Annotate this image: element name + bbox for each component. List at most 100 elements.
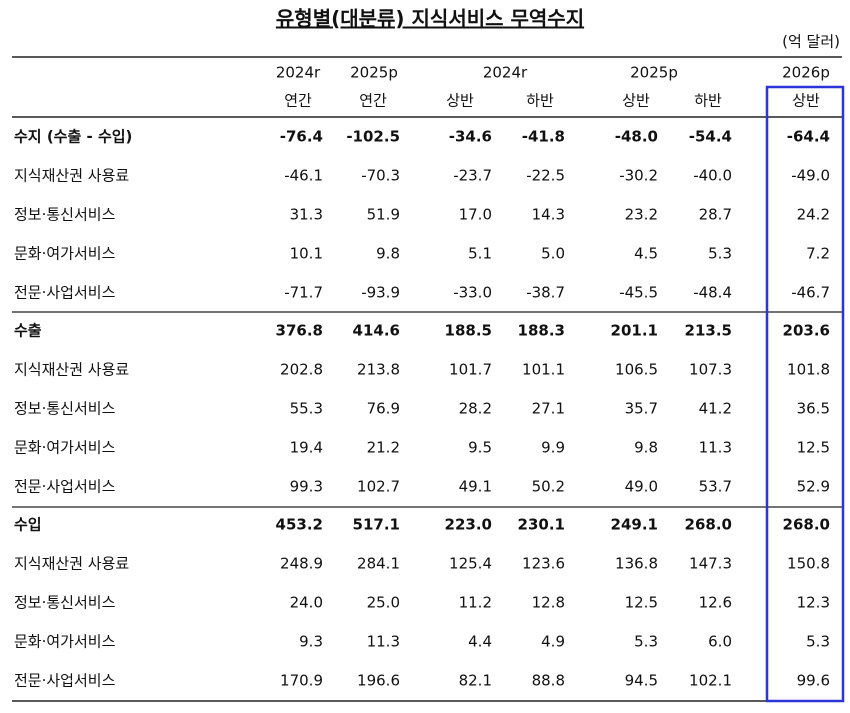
cell: 12.6 [699,594,732,612]
cell: 49.0 [625,478,658,496]
cell: 201.1 [611,322,658,340]
cell: -49.0 [791,167,830,185]
cell: -46.1 [284,167,323,185]
header-period: 연간 [284,92,312,110]
cell: 123.6 [522,555,565,573]
cell: 107.3 [689,361,732,379]
header-year: 2025p [630,64,678,82]
cell: 6.0 [708,633,732,651]
cell: 102.7 [357,478,400,496]
cell: 268.0 [783,516,830,534]
cell: 101.1 [522,361,565,379]
row-label: 전문·사업서비스 [14,478,116,496]
header-year: 2025p [350,64,398,82]
title: 유형별(대분류) 지식서비스 무역수지 [276,7,584,31]
cell: 12.3 [797,594,830,612]
cell: -33.0 [453,284,492,302]
cell: 76.9 [367,400,400,418]
cell: -76.4 [280,128,323,146]
cell: 101.7 [449,361,492,379]
cell: 150.8 [787,555,830,573]
row-label: 문화·여가서비스 [14,245,116,263]
cell: 41.2 [699,400,732,418]
cell: -48.4 [693,284,732,302]
unit: (억 달러) [782,33,840,51]
cell: -64.4 [787,128,830,146]
cell: 19.4 [290,439,323,457]
cell: 52.9 [797,478,830,496]
total-label: 수입 [14,516,42,534]
cell: 376.8 [276,322,323,340]
row-label: 문화·여가서비스 [14,633,116,651]
cell: 453.2 [276,516,323,534]
cell: 12.8 [532,594,565,612]
cell: 101.8 [787,361,830,379]
cell: 11.2 [459,594,492,612]
cell: 88.8 [532,672,565,690]
header-period: 연간 [359,92,387,110]
row-label: 정보·통신서비스 [14,594,116,612]
cell: 11.3 [699,439,732,457]
cell: 4.9 [541,633,565,651]
cell: 28.2 [459,400,492,418]
total-label: 수출 [14,322,42,340]
cell: 21.2 [367,439,400,457]
cell: 213.5 [685,322,732,340]
cell: 49.1 [459,478,492,496]
row-label: 문화·여가서비스 [14,439,116,457]
cell: 188.3 [518,322,565,340]
cell: 25.0 [367,594,400,612]
cell: 196.6 [357,672,400,690]
cell: 203.6 [783,322,830,340]
header-period: 하반 [526,92,554,110]
row-label: 전문·사업서비스 [14,672,116,690]
cell: 23.2 [625,206,658,224]
cell: -45.5 [619,284,658,302]
cell: -102.5 [346,128,400,146]
cell: 55.3 [290,400,323,418]
row-label: 지식재산권 사용료 [14,361,129,379]
cell: 5.1 [468,245,492,263]
cell: -46.7 [791,284,830,302]
header-period: 하반 [694,92,722,110]
cell: 9.9 [541,439,565,457]
cell: 50.2 [532,478,565,496]
cell: 170.9 [280,672,323,690]
cell: -40.0 [693,167,732,185]
cell: 31.3 [290,206,323,224]
cell: 414.6 [353,322,400,340]
cell: 9.3 [299,633,323,651]
cell: -71.7 [284,284,323,302]
header-period: 상반 [622,92,650,110]
cell: 125.4 [449,555,492,573]
cell: 9.8 [376,245,400,263]
row-label: 정보·통신서비스 [14,206,116,224]
cell: 12.5 [625,594,658,612]
row-label: 지식재산권 사용료 [14,167,129,185]
cell: 147.3 [689,555,732,573]
cell: 268.0 [685,516,732,534]
cell: 36.5 [797,400,830,418]
cell: 517.1 [353,516,400,534]
cell: 102.1 [689,672,732,690]
row-label: 전문·사업서비스 [14,284,116,302]
cell: 4.5 [634,245,658,263]
cell: 10.1 [290,245,323,263]
cell: -48.0 [615,128,658,146]
cell: 35.7 [625,400,658,418]
cell: 9.5 [468,439,492,457]
cell: 7.2 [806,245,830,263]
row-label: 정보·통신서비스 [14,400,116,418]
cell: -41.8 [522,128,565,146]
cell: 28.7 [699,206,732,224]
header-year: 2024r [483,64,528,82]
cell: 99.3 [290,478,323,496]
cell: 24.2 [797,206,830,224]
cell: 213.8 [357,361,400,379]
header-year: 2024r [276,64,321,82]
cell: 24.0 [290,594,323,612]
cell: 99.6 [797,672,830,690]
cell: -22.5 [526,167,565,185]
cell: 11.3 [367,633,400,651]
